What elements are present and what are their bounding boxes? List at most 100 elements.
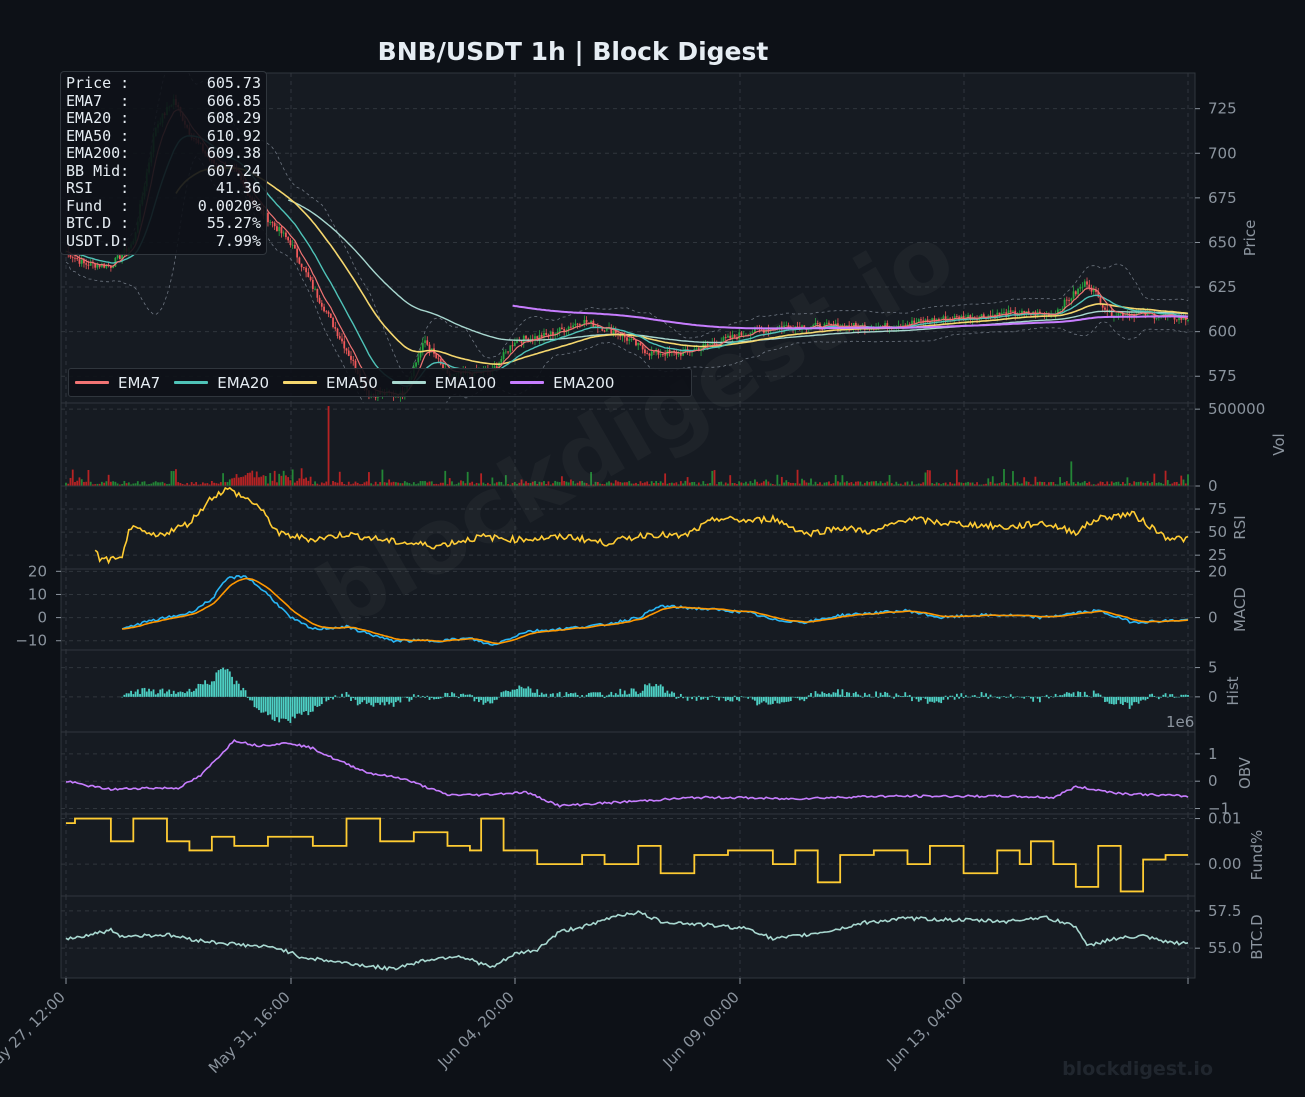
volume-bar [1061, 482, 1064, 486]
info-label: RSI : [66, 179, 130, 197]
volume-bar [798, 483, 801, 486]
hist-bar [1139, 696, 1142, 701]
volume-bar [112, 481, 115, 486]
hist-bar [558, 691, 561, 697]
volume-bar [406, 482, 408, 486]
volume-bar [1068, 483, 1070, 486]
hist-bar [828, 693, 830, 697]
volume-bar [677, 484, 680, 486]
volume-bar [269, 473, 272, 486]
candle-body [572, 325, 575, 328]
hist-bar [296, 696, 299, 714]
hist-bar [700, 696, 702, 700]
hist-bar [139, 694, 141, 697]
candle-body [285, 232, 287, 238]
volume-bar [1180, 475, 1183, 486]
volume-bar [646, 481, 649, 486]
hist-bar [477, 696, 480, 703]
volume-bar [516, 483, 518, 486]
hist-bar [819, 694, 821, 697]
hist-bar [704, 696, 707, 698]
candle-body [293, 244, 296, 249]
candle-body [1079, 287, 1082, 289]
candle-body [437, 358, 440, 360]
volume-bar [529, 483, 532, 486]
hist-bar [715, 696, 718, 699]
volume-bar [783, 482, 785, 486]
candle-body [327, 311, 330, 314]
hist-bar [884, 691, 886, 697]
rsi-tick-label-1: 50 [1208, 523, 1227, 541]
hist-bar [163, 693, 166, 697]
volume-bar [493, 483, 496, 486]
volume-bar [206, 483, 209, 486]
candle-body [271, 222, 274, 223]
volume-bar [1146, 481, 1149, 486]
candle-body [561, 327, 563, 330]
info-value: 610.92 [206, 126, 261, 145]
macd-ylabel: MACD [1231, 587, 1249, 632]
volume-bar [886, 481, 889, 486]
info-row: USDT.D: 7.99% [61, 231, 266, 251]
hist-bar [437, 696, 440, 700]
volume-bar [336, 482, 339, 486]
candle-body [1131, 313, 1133, 317]
volume-bar [278, 473, 281, 486]
hist-bar [776, 696, 779, 704]
volume-bar [906, 481, 909, 486]
volume-bar [964, 482, 967, 486]
hist-bar [877, 696, 880, 698]
volume-bar [769, 483, 772, 486]
info-label: USDT.D: [66, 231, 130, 250]
candle-body [520, 341, 523, 343]
candle-body [1072, 291, 1075, 299]
hist-bar [262, 696, 265, 713]
volume-bar [473, 484, 476, 486]
volume-bar [545, 483, 548, 486]
volume-bar [572, 481, 575, 486]
volume-bar [1099, 481, 1102, 486]
volume-bar [341, 481, 343, 486]
candle-body [1061, 308, 1064, 310]
volume-bar [592, 484, 595, 486]
hist-bar [334, 695, 337, 697]
volume-bar [1092, 484, 1095, 486]
hist-bar [697, 695, 700, 697]
info-label: EMA20 : [66, 109, 130, 127]
volume-bar [837, 481, 839, 486]
x-tick-label-4: Jun 13, 04:00 [883, 988, 967, 1072]
hist-bar [293, 696, 296, 719]
obv-exponent-label: 1e6 [1166, 713, 1194, 731]
volume-bar [233, 477, 236, 486]
volume-bar [922, 482, 925, 486]
hist-bar [706, 696, 709, 700]
info-row: Fund : 0.0020% [61, 197, 266, 216]
volume-bar [419, 481, 422, 486]
volume-bar [78, 477, 81, 486]
candle-body [1074, 291, 1077, 295]
hist-bar [145, 691, 148, 697]
volume-content [65, 406, 1189, 486]
hist-bar [417, 695, 420, 697]
volume-bar [181, 484, 184, 486]
hist-bar [502, 691, 505, 697]
hist-bar [830, 694, 833, 697]
volume-bar [549, 484, 552, 486]
hist-bar [504, 690, 507, 697]
volume-bar [130, 484, 132, 486]
hist-bar [711, 695, 714, 697]
hist-bar [513, 689, 516, 697]
candle-body [101, 263, 103, 267]
hist-bar [736, 696, 738, 700]
candle-body [109, 265, 112, 268]
hist-bar [408, 696, 411, 702]
hist-bar [394, 696, 397, 703]
hist-bar [199, 684, 202, 697]
volume-bar [98, 483, 101, 486]
hist-bar [1160, 696, 1162, 698]
candle-body [516, 340, 518, 343]
volume-bar [201, 482, 204, 486]
volume-bar [157, 482, 159, 486]
hist-bar [184, 693, 186, 697]
candle-body [648, 353, 651, 356]
